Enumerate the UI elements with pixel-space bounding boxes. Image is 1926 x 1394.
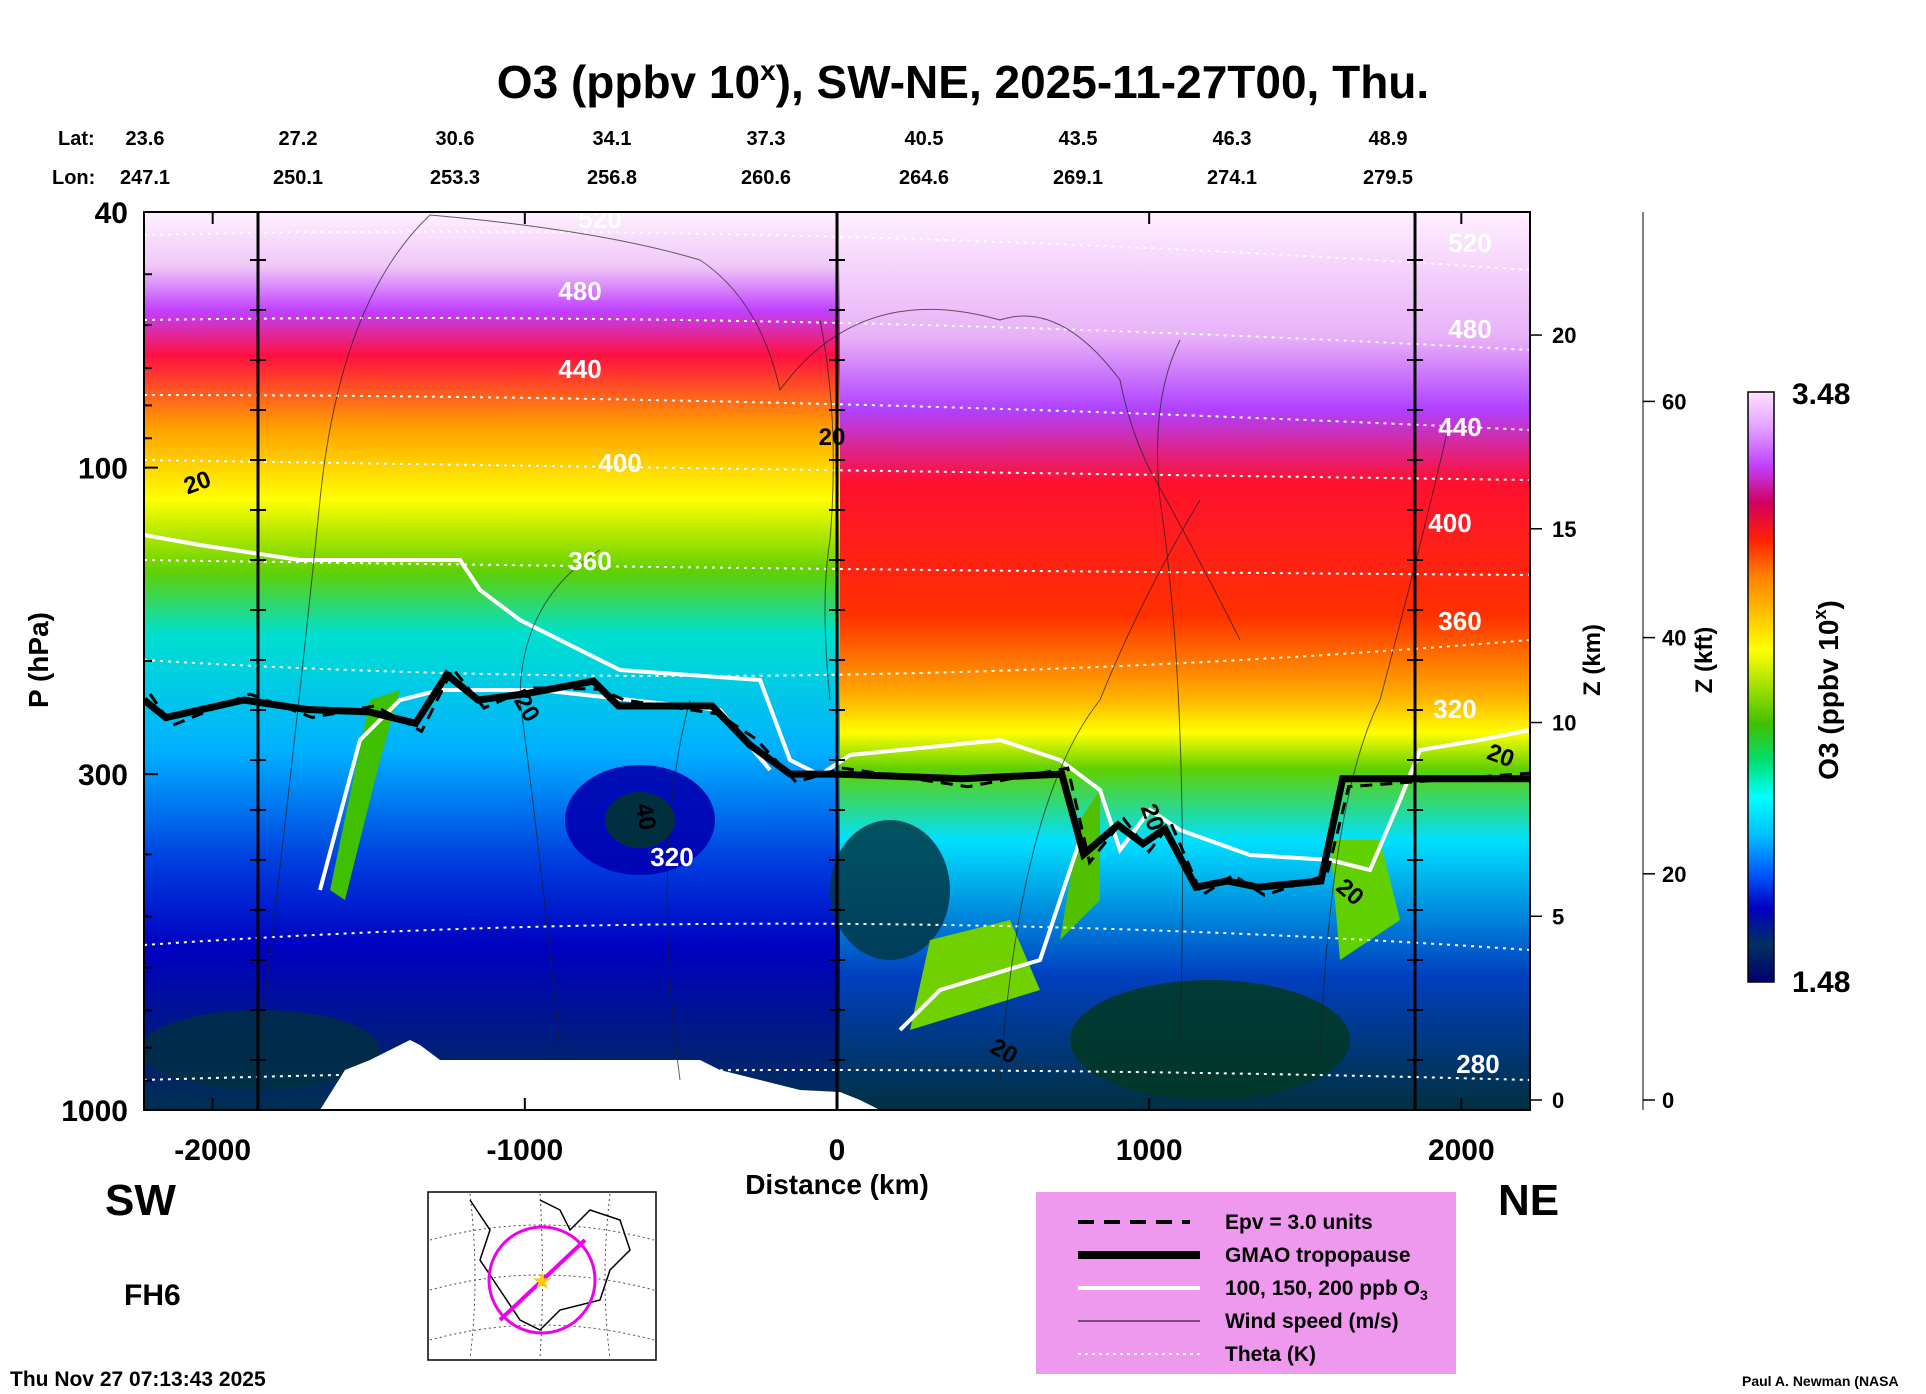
ozone-tongue-2 [1060,790,1100,940]
wind-speed-contours [259,214,1451,1081]
y-tick-label: 300 [78,759,128,792]
lon-value: 247.1 [120,167,170,189]
lat-value: 40.5 [905,128,944,150]
y-axis-label: P (hPa) [23,612,54,708]
x-axis-label: Distance (km) [745,1169,929,1200]
z-kft-tick-label: 40 [1662,626,1686,651]
wind-label: 40 [630,801,661,832]
lat-value: 30.6 [436,128,475,150]
z-km-axis-label: Z (km) [1579,624,1606,696]
z-kft-tick-label: 20 [1662,862,1686,887]
lon-value: 250.1 [273,167,323,189]
lat-value: 37.3 [747,128,786,150]
ozone-tongue-4 [910,920,1040,1030]
x-tick-label: 2000 [1428,1134,1495,1167]
colorbar-min-label: 1.48 [1792,966,1850,999]
z-km-tick-label: 0 [1552,1088,1564,1113]
colorbar-title: O3 (ppbv 10x) [1810,600,1844,780]
theta-label: 320 [650,842,693,872]
x-tick-label: -1000 [486,1134,563,1167]
theta-label: 520 [1448,228,1491,258]
ozone-low-blob-3 [1070,980,1350,1100]
theta-label: 400 [598,448,641,478]
legend-label-epv: Epv = 3.0 units [1225,1211,1373,1234]
section-ticks [250,259,1423,1061]
forecast-hour: FH6 [124,1279,181,1312]
legend-label-wind: Wind speed (m/s) [1225,1310,1399,1333]
z-km-tick-label: 20 [1552,323,1576,348]
legend-label-tropopause: GMAO tropopause [1225,1244,1411,1267]
lat-lon-row: 23.6 27.2 30.6 34.1 37.3 40.5 43.5 46.3 48.9 247.… [120,128,1413,189]
z-kft-tick-label: 60 [1662,389,1686,414]
x-tick-label: 0 [829,1134,846,1167]
gmao-tropopause [144,669,1530,892]
credit: Paul A. Newman (NASA [1742,1373,1899,1389]
legend: Epv = 3.0 units GMAO tropopause 100, 150… [1036,1192,1456,1374]
ne-label: NE [1498,1176,1559,1225]
z-km-tick-label: 10 [1552,711,1576,736]
terrain-mask [320,1040,880,1110]
center-star-icon: ★ [531,1268,553,1295]
chart-title: O3 (ppbv 10x), SW-NE, 2025-11-27T00, Thu… [497,55,1429,108]
inset-range-circle [487,1225,597,1335]
lon-value: 253.3 [430,167,480,189]
theta-label: 400 [1428,508,1471,538]
lat-label: Lat: [58,128,95,150]
ozone-field-sw [144,212,844,1110]
legend-label-theta: Theta (K) [1225,1343,1316,1366]
ozone-min-blob [605,792,675,848]
lon-value: 260.6 [741,167,791,189]
wind-label: 20 [819,424,846,451]
lat-value: 23.6 [126,128,165,150]
theta-label: 520 [578,204,621,234]
ozone-tongue [330,690,400,900]
lon-value: 274.1 [1207,167,1257,189]
legend-label-ozone: 100, 150, 200 ppb O3 [1225,1277,1428,1303]
y-axis: 40 100 300 1000 [61,197,158,1128]
lon-value: 269.1 [1053,167,1103,189]
theta-labels: 520 480 440 400 360 320 280 520 480 440 400 360 320 [558,204,1499,1079]
theta-label: 360 [568,546,611,576]
lat-value: 43.5 [1059,128,1098,150]
y-tick-label: 1000 [61,1095,128,1128]
theta-label: 320 [1433,694,1476,724]
lat-value: 27.2 [279,128,318,150]
colorbar-max-label: 3.48 [1792,378,1850,411]
lon-value: 264.6 [899,167,949,189]
lat-value: 48.9 [1369,128,1408,150]
z-kft-axis: 0 20 40 60 [1643,389,1686,1113]
y-tick-label: 100 [78,453,128,486]
colorbar [1747,391,1775,983]
z-km-axis: 0 5 10 15 20 [1530,323,1576,1113]
z-km-tick-label: 5 [1552,904,1564,929]
theta-label: 480 [1448,314,1491,344]
continent-outline [469,1199,631,1331]
sw-label: SW [105,1176,176,1225]
theta-contours [144,230,1530,1081]
z-kft-tick-label: 0 [1662,1088,1674,1113]
timestamp: Thu Nov 27 07:13:43 2025 [10,1368,266,1391]
ozone-tongue-3 [1330,840,1400,960]
theta-label: 360 [1438,606,1481,636]
lon-value: 256.8 [587,167,637,189]
section-path [498,1238,587,1322]
inset-map: ★ [427,1191,657,1361]
z-kft-axis-label: Z (kft) [1691,627,1718,694]
z-km-tick-label: 15 [1552,517,1576,542]
theta-label: 440 [558,354,601,384]
lat-value: 34.1 [593,128,632,150]
lat-value: 46.3 [1213,128,1252,150]
ozone-low-blob-2 [830,820,950,960]
theta-label: 280 [1456,1049,1499,1079]
theta-label: 480 [558,276,601,306]
x-axis: -2000 -1000 0 1000 2000 [174,212,1495,1167]
x-tick-label: 1000 [1116,1134,1183,1167]
lon-label: Lon: [52,167,95,189]
x-tick-label: -2000 [174,1134,251,1167]
ozone-low-blob-4 [144,1010,380,1090]
lon-value: 279.5 [1363,167,1413,189]
y-tick-label: 40 [95,197,128,230]
theta-label: 440 [1438,412,1481,442]
